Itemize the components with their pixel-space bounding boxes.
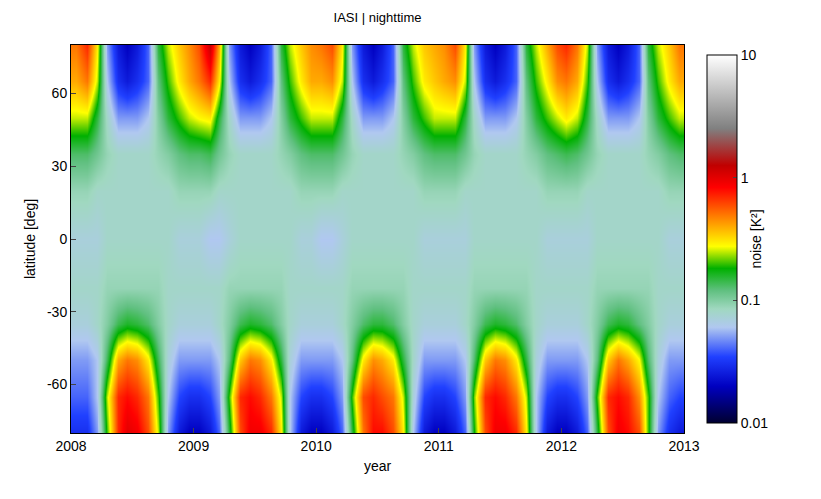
svg-text:noise [K²]: noise [K²]	[748, 209, 764, 268]
svg-text:10: 10	[741, 47, 757, 63]
svg-text:-30: -30	[47, 304, 67, 320]
svg-text:latitude [deg]: latitude [deg]	[22, 199, 38, 279]
svg-text:year: year	[364, 458, 392, 474]
svg-text:IASI | nighttime: IASI | nighttime	[334, 10, 422, 25]
svg-text:60: 60	[52, 85, 68, 101]
svg-text:0.1: 0.1	[741, 292, 761, 308]
svg-text:0: 0	[59, 231, 67, 247]
svg-text:2011: 2011	[424, 438, 454, 454]
svg-text:2008: 2008	[55, 438, 86, 454]
svg-text:30: 30	[52, 158, 68, 174]
svg-text:-60: -60	[47, 376, 67, 392]
svg-text:2009: 2009	[178, 438, 209, 454]
svg-text:2013: 2013	[668, 438, 699, 454]
svg-text:1: 1	[741, 170, 749, 186]
svg-text:2012: 2012	[546, 438, 577, 454]
svg-text:0.01: 0.01	[741, 415, 768, 431]
svg-text:2010: 2010	[301, 438, 332, 454]
